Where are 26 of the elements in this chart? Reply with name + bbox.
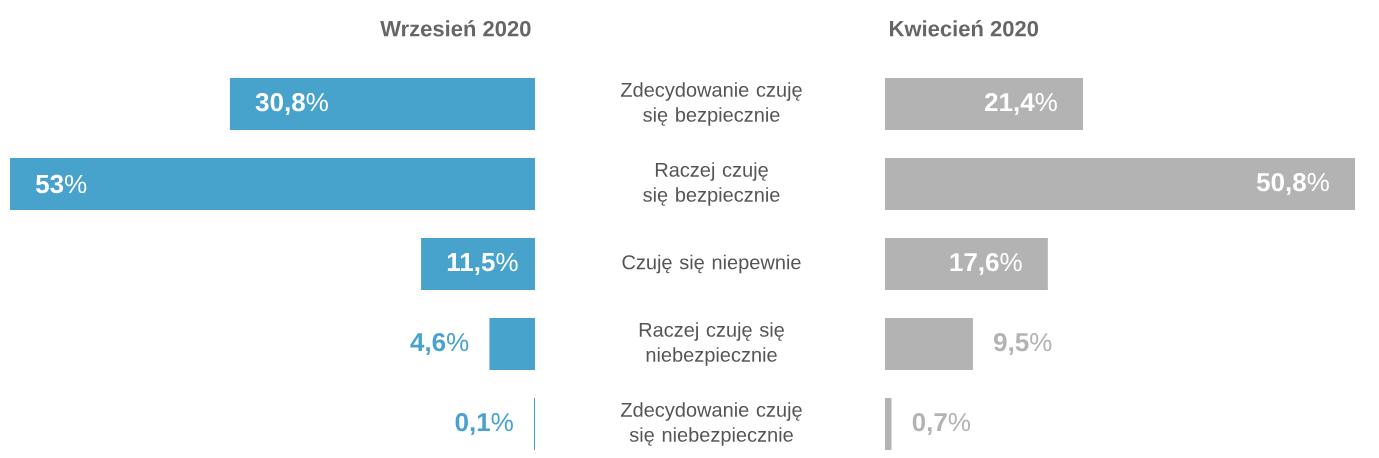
bar <box>489 318 535 371</box>
bar <box>885 78 1084 131</box>
y-tick-label: Zdecydowanie czuję się bezpiecznie <box>620 82 802 126</box>
data-label: 0,7% <box>912 412 971 436</box>
y-tick-label: Czuję się niepewnie <box>622 254 801 274</box>
data-label: 30,8% <box>255 92 328 116</box>
data-label: 9,5% <box>994 332 1052 356</box>
data-label: 50,8% <box>1256 172 1329 196</box>
data-label: 17,6% <box>950 252 1022 276</box>
data-label: 4,6% <box>410 332 469 356</box>
bar <box>885 238 1048 290</box>
chart-title: Kwiecień 2020 <box>890 20 1039 37</box>
bar <box>229 78 535 131</box>
data-label: 11,5% <box>447 252 518 276</box>
chart-title: Wrzesień 2020 <box>380 20 531 37</box>
y-tick-label: Zdecydowanie czuję się niebezpiecznie <box>620 402 802 446</box>
y-tick-label: Raczej czuję się niebezpiecznie <box>639 322 784 366</box>
data-label: 0,1% <box>455 412 513 436</box>
bar <box>885 158 1356 211</box>
y-tick-label: Raczej czuję się bezpiecznie <box>643 162 780 206</box>
bar <box>885 318 973 371</box>
bar <box>885 398 892 450</box>
data-label: 53% <box>35 174 87 194</box>
bar <box>10 158 535 211</box>
bar <box>421 238 535 290</box>
data-label: 21,4% <box>984 92 1057 116</box>
